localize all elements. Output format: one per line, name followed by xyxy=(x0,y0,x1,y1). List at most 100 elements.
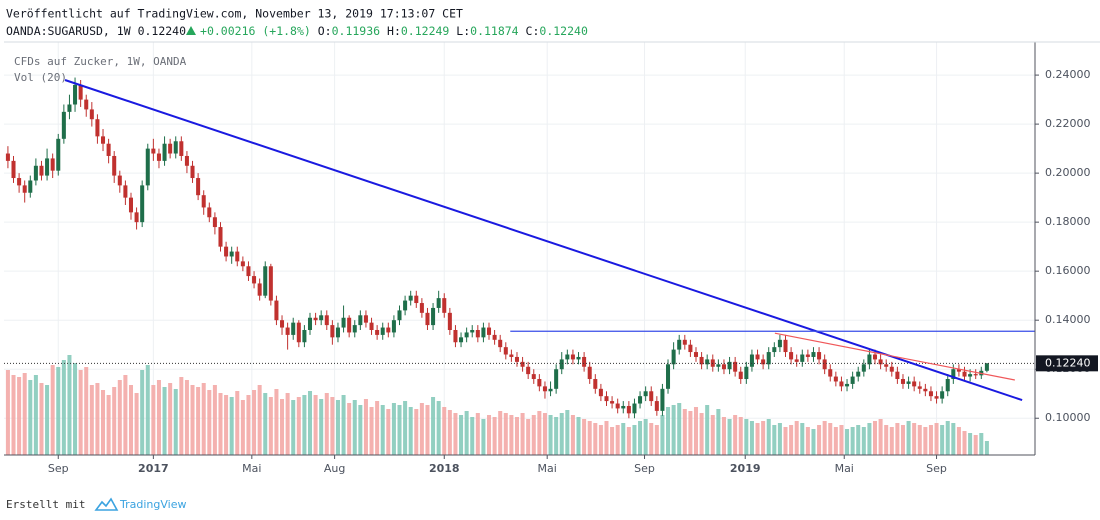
y-tick-label: 0.22000 xyxy=(1045,117,1091,130)
candle-body xyxy=(604,396,609,402)
volume-bar xyxy=(257,385,262,455)
candle-body xyxy=(375,329,380,335)
candle-body xyxy=(565,354,570,360)
candle-body xyxy=(425,312,430,326)
candle-body xyxy=(800,354,805,362)
volume-bar xyxy=(101,390,106,455)
candle-body xyxy=(78,84,83,100)
volume-bar xyxy=(28,380,33,455)
candle-body xyxy=(442,298,447,313)
candle-body xyxy=(56,138,61,171)
volume-bar xyxy=(470,417,475,455)
volume-bar xyxy=(761,421,766,455)
volume-bar xyxy=(817,425,822,455)
volume-bar xyxy=(168,383,173,455)
volume-bar xyxy=(39,383,44,455)
candle-body xyxy=(95,119,100,137)
candle-body xyxy=(486,327,492,335)
candle-body xyxy=(576,356,581,360)
candle-body xyxy=(867,354,872,365)
y-tick-label: 0.18000 xyxy=(1045,215,1091,228)
volume-bar xyxy=(95,383,100,455)
volume-bar xyxy=(649,423,654,455)
volume-bar xyxy=(906,421,911,455)
candle-body xyxy=(895,371,900,380)
candle-body xyxy=(699,356,704,365)
volume-bar xyxy=(749,421,754,455)
h-value: 0.12249 xyxy=(401,24,450,38)
volume-bar xyxy=(973,435,978,455)
y-tick-label: 0.24000 xyxy=(1045,68,1091,81)
volume-bar xyxy=(621,423,626,455)
x-tick-label: Mai xyxy=(242,462,261,475)
candle-body xyxy=(721,364,726,370)
volume-bar xyxy=(984,441,989,455)
volume-bar xyxy=(106,395,111,455)
candle-body xyxy=(973,374,978,376)
candle-body xyxy=(45,158,50,176)
volume-bar xyxy=(335,400,340,455)
candle-body xyxy=(419,303,424,313)
volume-bar xyxy=(196,387,201,455)
volume-pane xyxy=(5,355,989,455)
symbol-line: OANDA:SUGARUSD, 1W 0.12240 +0.00216 (+1.8… xyxy=(6,24,588,38)
volume-bar xyxy=(872,421,878,455)
volume-bar xyxy=(464,411,469,455)
drawings xyxy=(4,79,1035,402)
volume-bar xyxy=(229,397,234,455)
volume-bar xyxy=(386,409,391,455)
candle-body xyxy=(833,376,838,382)
candle-body xyxy=(951,369,956,380)
x-tick-label: Sep xyxy=(634,462,655,475)
volume-bar xyxy=(425,405,430,455)
candle-body xyxy=(162,143,167,161)
candle-body xyxy=(184,155,189,166)
volume-bar xyxy=(850,427,855,455)
candle-body xyxy=(520,361,525,367)
volume-bar xyxy=(263,393,268,455)
candle-body xyxy=(610,401,615,404)
volume-bar xyxy=(252,390,257,455)
volume-legend: Vol (20) xyxy=(14,71,67,84)
volume-bar xyxy=(151,385,156,455)
volume-bar xyxy=(123,375,128,455)
trend-line xyxy=(774,332,1015,381)
candle-body xyxy=(324,315,329,326)
x-tick-label: Mai xyxy=(835,462,854,475)
volume-bar xyxy=(738,417,743,455)
y-tick-label: 0.14000 xyxy=(1045,313,1091,326)
candle-body xyxy=(414,295,419,304)
volume-bar xyxy=(889,427,894,455)
volume-bar xyxy=(744,419,749,455)
volume-bar xyxy=(375,401,380,455)
candle-body xyxy=(280,320,285,328)
volume-bar xyxy=(666,407,671,455)
volume-bar xyxy=(475,413,480,455)
volume-bar xyxy=(559,413,564,455)
volume-bar xyxy=(408,407,413,455)
candle-body xyxy=(173,141,178,154)
candle-body xyxy=(459,337,464,343)
volume-bar xyxy=(397,405,402,455)
candle-body xyxy=(296,322,301,343)
volume-bar xyxy=(845,429,850,455)
candle-body xyxy=(492,334,497,340)
volume-bar xyxy=(576,417,581,455)
volume-bar xyxy=(940,425,945,455)
volume-bar xyxy=(514,417,519,455)
candle-body xyxy=(822,359,827,370)
candle-body xyxy=(777,339,782,348)
volume-bar xyxy=(861,427,866,455)
candle-body xyxy=(481,327,486,338)
axes: 0.100000.120000.140000.160000.180000.200… xyxy=(48,68,1098,475)
volume-bar xyxy=(313,395,318,455)
volume-bar xyxy=(156,380,161,455)
candle-body xyxy=(582,356,587,367)
y-tick-label: 0.16000 xyxy=(1045,264,1091,277)
volume-bar xyxy=(794,421,799,455)
volume-bar xyxy=(459,415,464,455)
candle-body xyxy=(923,388,928,392)
volume-bar xyxy=(956,427,961,455)
volume-bar xyxy=(526,419,531,455)
candle-body xyxy=(151,148,156,154)
